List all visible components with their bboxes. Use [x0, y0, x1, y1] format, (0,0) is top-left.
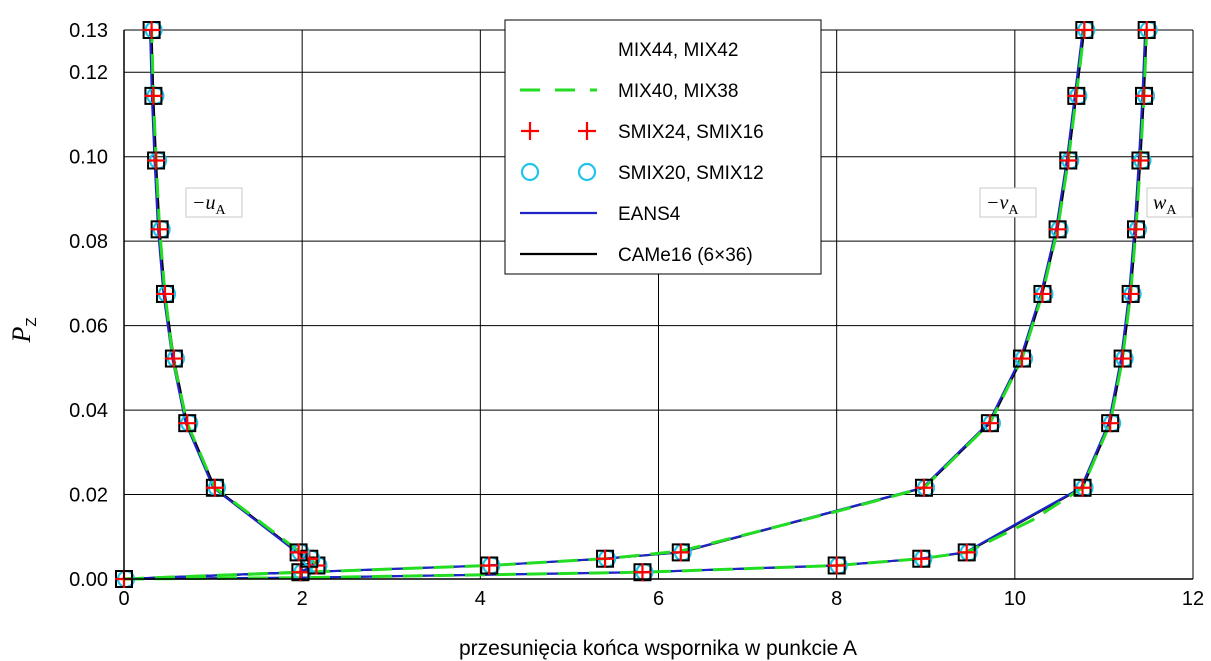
curve-label: −uA: [192, 192, 227, 218]
y-axis-title-main: P: [7, 327, 36, 344]
marker-plus: [1137, 21, 1156, 39]
y-tick-label: 0.00: [69, 569, 108, 591]
legend-label: SMIX24, SMIX16: [618, 122, 764, 143]
legend-label: SMIX20, SMIX12: [618, 163, 764, 184]
x-tick-label: 10: [1004, 588, 1026, 610]
marker-plus: [1101, 414, 1120, 433]
marker-plus: [1126, 220, 1145, 239]
markers: [115, 20, 1158, 589]
y-tick-label: 0.10: [69, 147, 108, 169]
y-tick-label: 0.08: [69, 231, 108, 253]
y-tick-label: 0.13: [69, 20, 108, 42]
marker-plus: [980, 414, 999, 433]
curve-label-sub: A: [216, 203, 227, 218]
curve-label-main: −v: [986, 192, 1008, 214]
x-tick-label: 4: [475, 588, 486, 610]
marker-plus: [178, 414, 197, 433]
curve-label: wA: [1153, 192, 1177, 218]
marker-plus: [164, 349, 183, 368]
marker-plus: [155, 284, 174, 303]
marker-plus: [1073, 478, 1092, 497]
marker-plus: [596, 549, 615, 568]
x-tick-label: 2: [297, 588, 308, 610]
marker-plus: [1131, 151, 1150, 170]
curve-label-main: −u: [192, 192, 216, 214]
marker-plus: [912, 549, 931, 568]
marker-plus: [480, 556, 499, 575]
legend-marker-plus: [578, 122, 596, 140]
marker-plus: [1075, 21, 1094, 39]
marker-plus: [289, 543, 308, 562]
y-axis-title-sub: Z: [23, 317, 40, 326]
curve-labels: −uA −vA wA: [185, 187, 1193, 218]
curve-label-main: w: [1153, 192, 1167, 214]
legend-label: MIX40, MIX38: [618, 81, 738, 102]
legend-label: EANS4: [618, 204, 681, 225]
legend: MIX44, MIX42 MIX40, MIX38 SMIX24, SMIX16 SM…: [504, 19, 822, 275]
x-tick-label: 6: [653, 588, 664, 610]
x-axis-title: przesunięcia końca wspornika w punkcie A: [459, 637, 857, 660]
y-tick-label: 0.12: [69, 62, 108, 84]
curve-label-box: [979, 187, 1037, 218]
marker-plus: [957, 543, 976, 562]
curve-label-box: [1146, 187, 1193, 218]
legend-marker-circle: [520, 162, 540, 182]
marker-plus: [150, 220, 169, 239]
marker-plus: [671, 543, 690, 562]
marker-plus: [1048, 220, 1067, 239]
axes: [123, 30, 1193, 580]
legend-marker-plus: [521, 122, 539, 140]
marker-plus: [827, 556, 846, 575]
y-tick-label: 0.02: [69, 485, 108, 507]
marker-plus: [1121, 284, 1140, 303]
y-axis-title: PZ: [7, 317, 40, 343]
curve-label-sub: A: [1008, 203, 1019, 218]
x-tick-label: 0: [118, 588, 129, 610]
marker-plus: [1113, 349, 1132, 368]
x-tick-label: 12: [1182, 588, 1204, 610]
marker-plus: [144, 86, 163, 105]
marker-plus: [1135, 86, 1154, 105]
tick-labels: 0 2 4 6 8 10 12 0.00 0.02 0.04 0.06 0.08 0.10 0.12 0.1…: [69, 20, 1204, 610]
y-tick-label: 0.04: [69, 400, 108, 422]
marker-plus: [1067, 86, 1086, 105]
curve-label: −vA: [986, 192, 1019, 218]
curve-label-box: [185, 187, 243, 218]
legend-label: CAMe16 (6×36): [618, 245, 753, 266]
marker-plus: [142, 21, 161, 39]
legend-marker-circle: [577, 162, 597, 182]
marker-plus: [1059, 151, 1078, 170]
legend-box: [504, 19, 822, 275]
marker-plus: [1033, 284, 1052, 303]
marker-plus: [147, 151, 166, 170]
x-tick-label: 8: [831, 588, 842, 610]
marker-plus: [205, 478, 224, 497]
marker-plus: [914, 478, 933, 497]
marker-plus: [633, 563, 652, 582]
svg-text:PZ: PZ: [7, 317, 40, 343]
curve-label-sub: A: [1166, 203, 1177, 218]
y-tick-label: 0.06: [69, 316, 108, 338]
legend-label: MIX44, MIX42: [618, 40, 738, 61]
marker-plus: [1012, 349, 1031, 368]
